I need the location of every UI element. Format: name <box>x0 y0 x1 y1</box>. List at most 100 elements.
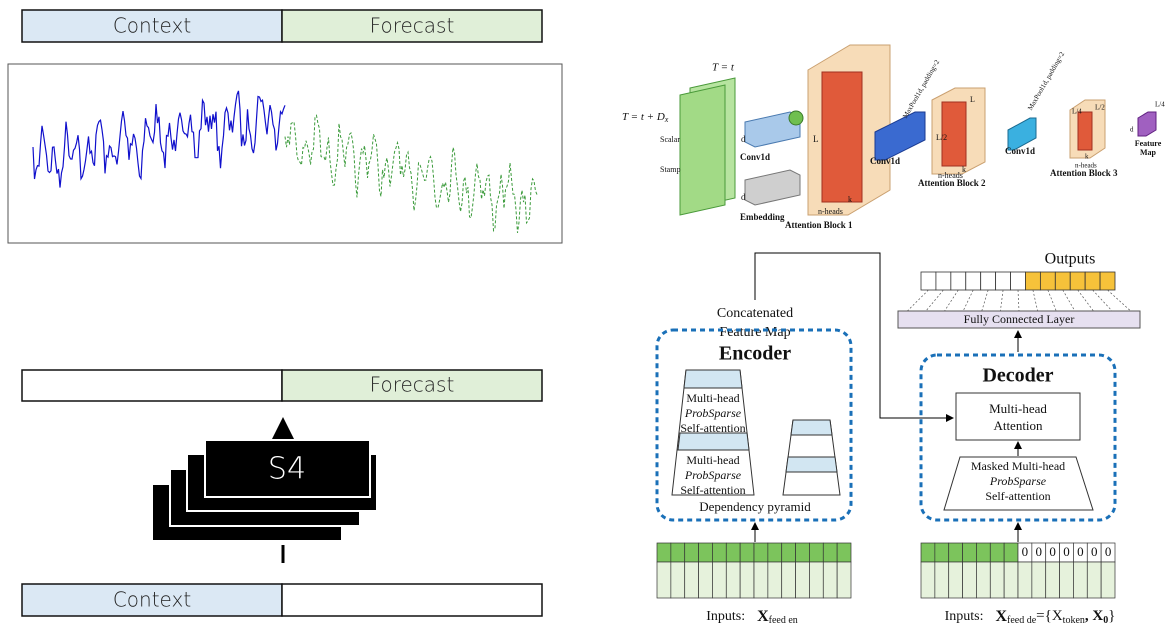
grid-cell <box>795 542 810 563</box>
plot-frame <box>7 63 563 244</box>
grid-cell <box>725 542 741 563</box>
empty-bar <box>281 583 543 617</box>
grid-cell <box>920 561 936 599</box>
empty-bar <box>21 369 283 402</box>
grid-cell <box>934 542 950 563</box>
grid-cell <box>781 542 796 563</box>
label: n-heads <box>938 171 963 180</box>
label: Dependency pyramid <box>699 499 811 514</box>
fc-layer <box>897 310 1141 329</box>
label: Conv1d <box>870 156 900 166</box>
zero-label: 0 <box>1091 544 1098 559</box>
label: L <box>813 134 819 144</box>
grid-cell <box>965 271 982 291</box>
grid-cell <box>795 561 810 599</box>
grid-cell <box>1086 561 1102 599</box>
grid-cell <box>670 542 686 563</box>
label: Embedding <box>740 212 785 222</box>
grid-cell <box>739 542 755 563</box>
grid-cell <box>767 542 783 563</box>
label: Scalar <box>660 135 680 144</box>
label: Context <box>113 14 191 38</box>
grid-cell <box>781 561 796 599</box>
grid-cell <box>1059 561 1074 599</box>
grid-cell <box>712 561 727 599</box>
band <box>790 419 833 436</box>
fc-link <box>1092 289 1113 312</box>
grid-cell <box>995 271 1011 291</box>
label: Forecast <box>370 373 455 397</box>
label: Feature <box>1135 139 1162 148</box>
fc-link <box>1032 289 1038 312</box>
label: Attention Block 1 <box>785 220 853 230</box>
label: T = t + Dx <box>622 111 669 124</box>
forecast-bar <box>281 369 543 402</box>
label: Multi-head <box>686 453 739 467</box>
grid-cell <box>962 561 977 599</box>
zero-label: 0 <box>1049 544 1056 559</box>
zero-label: 0 <box>1036 544 1043 559</box>
grid-cell <box>1003 561 1019 599</box>
fc-link <box>1047 289 1057 312</box>
grid-cell <box>1069 271 1086 291</box>
grid-cell <box>684 542 699 563</box>
add-node <box>788 110 804 126</box>
label: Conv1d <box>1005 146 1035 156</box>
grid-cell <box>698 561 713 599</box>
encoder-box <box>655 328 853 522</box>
conv-box <box>1007 117 1037 151</box>
grid-cell <box>1099 271 1116 291</box>
fc-link <box>1107 289 1131 312</box>
label: Map <box>1140 148 1157 157</box>
title: Encoder <box>719 343 791 365</box>
feature-map <box>1137 111 1157 137</box>
label: d <box>1130 126 1134 134</box>
grid-cell <box>1054 271 1071 291</box>
grid-cell <box>670 561 686 599</box>
zero-label: 0 <box>1105 544 1112 559</box>
label: MaxPool1d, padding=2 <box>1026 50 1066 112</box>
label: Self-attention <box>680 483 745 497</box>
grid-cell <box>948 561 963 599</box>
label: Multi-head <box>686 391 739 405</box>
grid-cell <box>920 271 937 291</box>
zero-label: 0 <box>1063 544 1070 559</box>
s4-layer <box>204 439 371 498</box>
fc-link <box>981 289 989 312</box>
informer: Concatenated Feature Map Encoder Multi-h… <box>655 251 1141 627</box>
label: Forecast <box>370 14 455 38</box>
grid-cell <box>656 561 672 599</box>
input-slab <box>679 84 726 216</box>
label: n-heads <box>818 207 843 216</box>
grid-cell <box>1084 271 1101 291</box>
embed-box <box>744 169 801 206</box>
grid-cell <box>725 561 741 599</box>
grid-cell <box>976 542 991 563</box>
grid-cell <box>739 561 755 599</box>
output-grid <box>907 271 1131 312</box>
label: Multi-head <box>989 401 1047 416</box>
label: L/4 <box>1155 101 1165 109</box>
zero-label: 0 <box>1022 544 1029 559</box>
grid-cell <box>698 542 713 563</box>
label: Inputs: Xfeed en <box>706 608 798 627</box>
forecast-wave <box>284 114 538 233</box>
label: k <box>1085 153 1089 161</box>
label: Feature Map <box>719 325 790 340</box>
label: Conv1d <box>740 152 770 162</box>
band <box>683 369 743 389</box>
band <box>677 432 750 451</box>
fc-link <box>962 289 974 312</box>
attention-box <box>955 392 1081 441</box>
grid-cell <box>1003 542 1019 563</box>
grid-cell <box>767 561 783 599</box>
label: T = t <box>712 62 735 74</box>
grid-cell <box>822 561 838 599</box>
grid-cell <box>948 542 963 563</box>
label: Attention Block 2 <box>918 178 986 188</box>
grid-cell <box>753 542 769 563</box>
decoder-box <box>919 353 1117 522</box>
label: Self-attention <box>985 489 1050 503</box>
